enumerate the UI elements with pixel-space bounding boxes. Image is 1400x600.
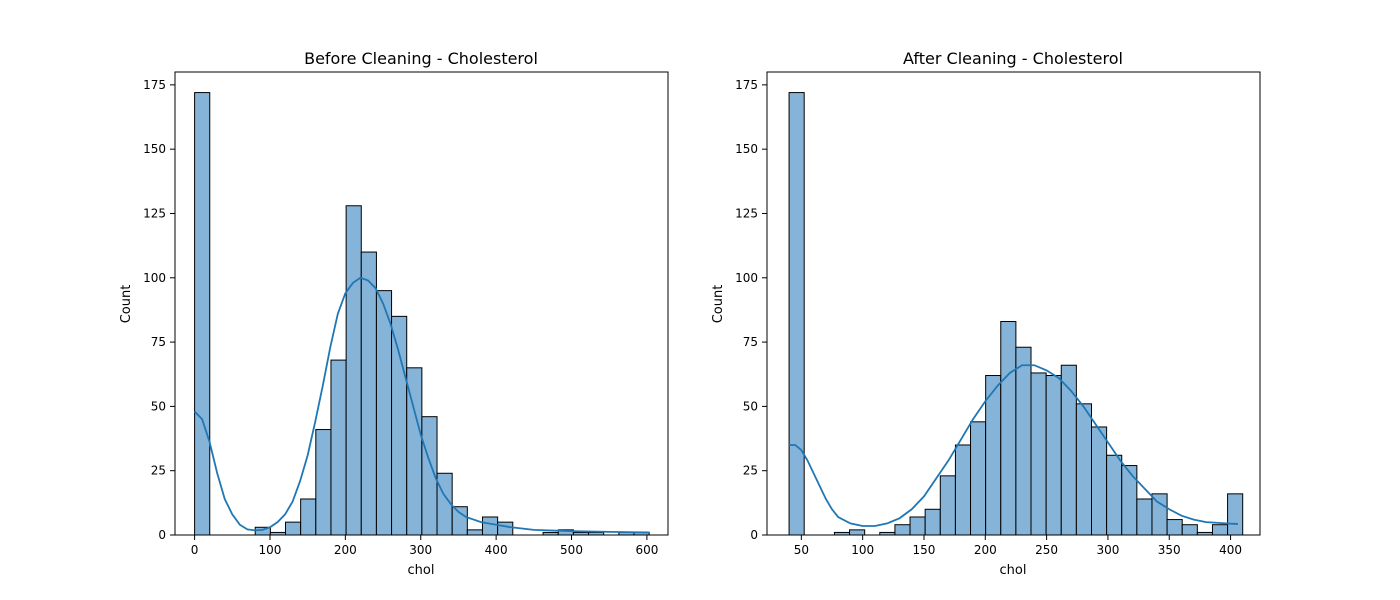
kde-curve [789, 364, 1238, 527]
y-tick-label: 25 [743, 464, 758, 478]
plot-frame [766, 71, 1261, 536]
x-tick-label: 100 [259, 543, 282, 557]
y-tick-label: 100 [143, 271, 166, 285]
histogram-bar [466, 529, 483, 536]
histogram-bar [285, 521, 302, 536]
x-tick-label: 500 [560, 543, 583, 557]
y-tick-label: 175 [143, 78, 166, 92]
x-tick-label: 50 [794, 543, 809, 557]
histogram-after-cleaning: After Cleaning - Cholesterol chol Count … [711, 49, 1261, 578]
x-tick-label: 0 [191, 543, 199, 557]
histogram-bar [1030, 372, 1047, 536]
histogram-bar [1015, 346, 1032, 536]
y-tick-label: 0 [158, 528, 166, 542]
histogram-bar [970, 421, 987, 536]
histogram-bar [481, 516, 499, 536]
histogram-bar [939, 475, 956, 536]
y-axis-label: Count [119, 285, 134, 324]
kde-curve [193, 276, 650, 534]
histogram-bar [788, 92, 805, 536]
histogram-bar [1121, 465, 1138, 536]
x-tick-label: 250 [1035, 543, 1058, 557]
histogram-bar [1106, 454, 1123, 536]
x-tick-label: 300 [1096, 543, 1119, 557]
histogram-bar [849, 529, 866, 536]
histogram-bar [194, 92, 211, 536]
x-tick-label: 400 [1219, 543, 1242, 557]
histogram-bar [330, 359, 347, 536]
histogram-bar [345, 205, 362, 536]
histogram-bar [894, 524, 911, 536]
y-tick-label: 125 [735, 206, 758, 220]
x-tick-label: 100 [851, 543, 874, 557]
histogram-bar [1045, 375, 1062, 536]
y-tick-label: 100 [735, 271, 758, 285]
y-tick-label: 150 [143, 142, 166, 156]
histogram-bar [1211, 524, 1229, 536]
chart-title: After Cleaning - Cholesterol [903, 49, 1123, 68]
x-axis-label: chol [1000, 563, 1027, 578]
histogram-bar [1227, 493, 1244, 536]
x-tick-label: 200 [974, 543, 997, 557]
histogram-bar [985, 375, 1002, 536]
histogram-bar [360, 251, 377, 536]
histogram-bar [1181, 524, 1198, 536]
x-tick-label: 300 [409, 543, 432, 557]
histogram-bar [1075, 403, 1093, 536]
chart-title: Before Cleaning - Cholesterol [304, 49, 538, 68]
histogram-bar [497, 521, 514, 536]
y-tick-label: 50 [743, 399, 758, 413]
y-tick-label: 125 [143, 206, 166, 220]
histogram-bar [1166, 519, 1183, 536]
histogram-bar [1136, 498, 1153, 536]
y-tick-label: 75 [743, 335, 758, 349]
y-tick-label: 175 [735, 78, 758, 92]
plot-frame [174, 71, 669, 536]
histogram-bar [300, 498, 317, 536]
y-tick-label: 75 [151, 335, 166, 349]
y-tick-label: 150 [735, 142, 758, 156]
histogram-bar [375, 290, 393, 536]
histogram-bar [391, 315, 408, 536]
histogram-bar [1151, 493, 1168, 536]
histogram-bar [315, 429, 332, 536]
y-tick-label: 0 [750, 528, 758, 542]
x-tick-label: 150 [913, 543, 936, 557]
y-axis-label: Count [711, 285, 726, 324]
histogram-bar [1000, 321, 1017, 536]
histogram-bar [1060, 364, 1077, 536]
histogram-bar [954, 444, 972, 536]
y-tick-label: 50 [151, 399, 166, 413]
x-tick-label: 400 [485, 543, 508, 557]
histogram-bar [451, 506, 468, 536]
x-tick-label: 350 [1158, 543, 1181, 557]
y-tick-label: 25 [151, 464, 166, 478]
histogram-bar [924, 508, 941, 536]
histogram-bar [909, 516, 926, 536]
x-axis-label: chol [408, 563, 435, 578]
x-tick-label: 600 [635, 543, 658, 557]
histogram-bar [1091, 426, 1108, 536]
histogram-before-cleaning: Before Cleaning - Cholesterol chol Count… [119, 49, 669, 578]
x-tick-label: 200 [334, 543, 357, 557]
